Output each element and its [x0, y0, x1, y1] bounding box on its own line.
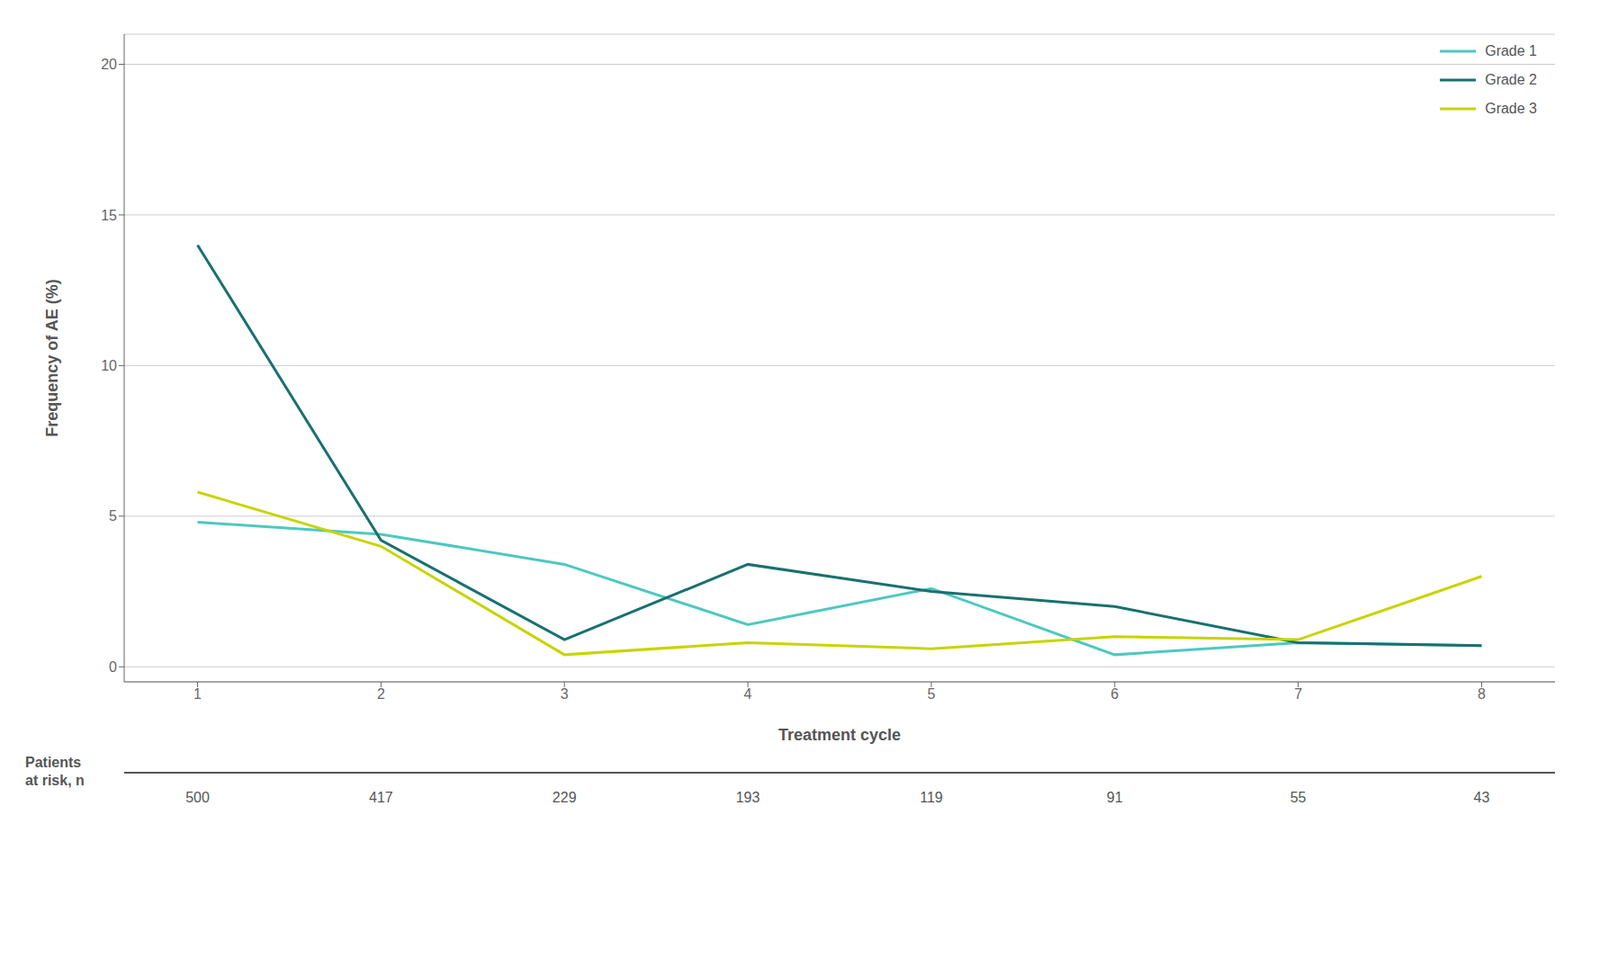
html-text:Grade 2: Grade 2 [1484, 71, 1538, 88]
html-text:55: 55 [1290, 790, 1307, 806]
svg-text:15: 15 [100, 207, 117, 224]
html-text:193: 193 [735, 790, 760, 806]
html-text:Grade 3: Grade 3 [1484, 100, 1538, 117]
svg-text:5: 5 [926, 686, 935, 702]
svg-text:7: 7 [1294, 686, 1303, 702]
svg-text:8: 8 [1477, 686, 1486, 702]
svg-text:10: 10 [100, 358, 117, 374]
html-text:500: 500 [185, 790, 210, 806]
html-text:119: 119 [919, 790, 943, 806]
svg-text:Treatment cycle: Treatment cycle [778, 726, 901, 745]
svg-text:Frequency of AE (%): Frequency of AE (%) [43, 278, 62, 437]
html-text:Patients at risk, n: Patients at risk, n [25, 755, 85, 789]
svg-text:1: 1 [193, 686, 202, 702]
svg-text:3: 3 [560, 686, 569, 702]
html-text:229: 229 [552, 790, 577, 806]
svg-text:6: 6 [1110, 686, 1119, 702]
html-text:91: 91 [1106, 790, 1123, 806]
svg-text:4: 4 [744, 686, 753, 702]
svg-text:0: 0 [108, 659, 117, 675]
html-text:Grade 1: Grade 1 [1484, 43, 1538, 59]
svg-text:2: 2 [377, 686, 386, 702]
svg-text:20: 20 [100, 56, 117, 72]
svg-text:5: 5 [108, 508, 117, 524]
html-text:43: 43 [1473, 790, 1490, 806]
html-text:417: 417 [368, 790, 393, 806]
